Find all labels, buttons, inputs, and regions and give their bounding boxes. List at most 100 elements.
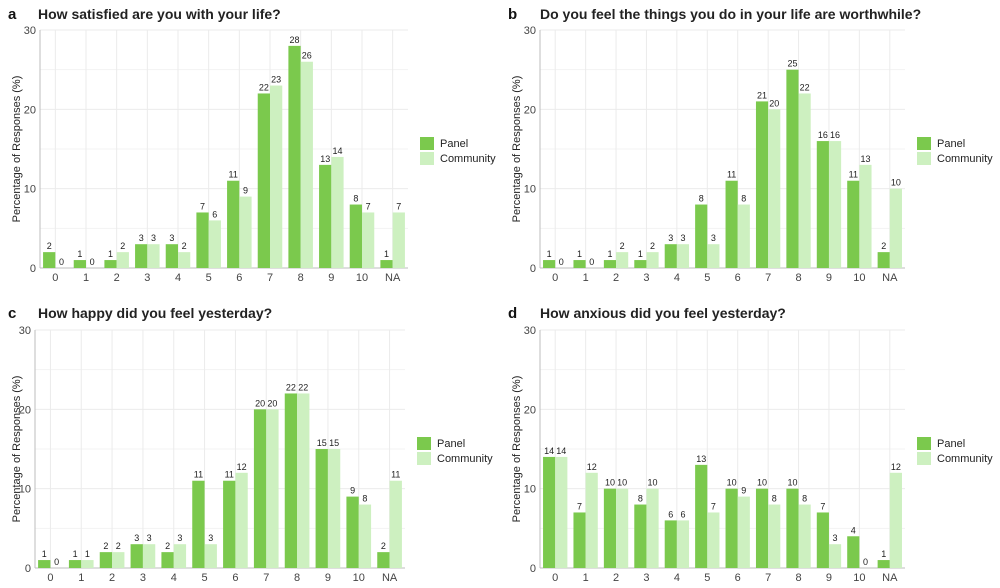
x-tick-label: 4	[175, 272, 181, 284]
legend-label: Community	[440, 153, 496, 165]
panel-bar	[847, 180, 860, 268]
panel-bar	[135, 244, 148, 268]
chart-title: Do you feel the things you do in your li…	[540, 6, 921, 22]
bar-value-label: 10	[605, 478, 615, 488]
x-tick-label: 9	[826, 272, 832, 284]
community-bar	[859, 164, 872, 268]
bar-value-label: 20	[769, 98, 779, 108]
bar-value-label: 6	[680, 509, 685, 519]
bar-value-label: 3	[147, 533, 152, 543]
community-bar	[616, 252, 629, 268]
community-bar	[737, 496, 750, 568]
panel-bar	[634, 504, 647, 568]
bar-value-label: 22	[259, 82, 269, 92]
community-bar	[208, 220, 221, 268]
panel-bar	[543, 260, 556, 268]
panel-bar	[816, 512, 829, 568]
community-bar	[204, 544, 217, 568]
panel-bar	[543, 456, 556, 568]
panel-bar	[99, 552, 113, 568]
bar-value-label: 2	[381, 541, 386, 551]
community-bar	[331, 156, 344, 268]
x-tick-label: 5	[206, 272, 212, 284]
community-bar	[616, 488, 629, 568]
x-tick-label: 9	[826, 572, 832, 584]
panel-letter: c	[8, 305, 16, 322]
bar-value-label: 1	[77, 249, 82, 259]
bar-value-label: 7	[366, 201, 371, 211]
bar-value-label: 6	[668, 509, 673, 519]
bar-value-label: 2	[650, 241, 655, 251]
panel-bar	[847, 536, 860, 568]
bar-value-label: 7	[577, 501, 582, 511]
panel-bar	[877, 252, 890, 268]
community-bar	[676, 244, 690, 268]
bar-value-label: 11	[229, 170, 238, 180]
legend-label: Panel	[937, 138, 965, 150]
panel-bar	[38, 560, 51, 568]
bar-value-label: 25	[787, 59, 797, 69]
bar-value-label: 11	[194, 470, 203, 480]
bar-value-label: 16	[818, 130, 828, 140]
x-tick-label: 1	[583, 572, 589, 584]
panel-bar	[695, 204, 708, 268]
community-bar	[178, 252, 191, 268]
x-tick-label: 3	[140, 572, 146, 584]
bar-value-label: 1	[85, 549, 90, 559]
community-bar	[81, 560, 94, 568]
panel-bar	[664, 244, 677, 268]
x-tick-label: 2	[613, 272, 619, 284]
x-tick-label: 5	[704, 572, 710, 584]
x-tick-label: 6	[232, 572, 238, 584]
panel-bar	[192, 480, 205, 568]
community-bar	[112, 552, 125, 568]
x-tick-label: 10	[853, 572, 865, 584]
community-bar	[239, 196, 252, 268]
bar-value-label: 10	[757, 478, 767, 488]
x-tick-label: NA	[385, 272, 401, 284]
x-tick-label: 6	[735, 272, 741, 284]
bar-value-label: 2	[620, 241, 625, 251]
legend-label: Community	[437, 453, 493, 465]
community-bar	[266, 409, 279, 568]
legend-swatch-community	[917, 452, 931, 465]
bar-value-label: 11	[727, 170, 736, 180]
x-tick-label: 4	[171, 572, 177, 584]
panel-bar	[634, 260, 647, 268]
community-bar	[707, 244, 720, 268]
bar-value-label: 14	[556, 446, 566, 456]
chart-title: How anxious did you feel yesterday?	[540, 305, 786, 321]
bar-value-label: 3	[139, 233, 144, 243]
bar-value-label: 13	[696, 454, 706, 464]
bar-value-label: 4	[851, 525, 856, 535]
bar-value-label: 10	[727, 478, 737, 488]
bar-value-label: 10	[648, 478, 658, 488]
chart-title: How satisfied are you with your life?	[38, 6, 281, 22]
bar-value-label: 9	[243, 186, 248, 196]
x-tick-label: NA	[382, 572, 398, 584]
bar-value-label: 21	[757, 90, 767, 100]
bar-value-label: 8	[772, 494, 777, 504]
x-tick-label: 10	[853, 272, 865, 284]
community-bar	[173, 544, 187, 568]
community-bar	[768, 504, 781, 568]
x-tick-label: 0	[52, 272, 58, 284]
x-tick-label: 8	[294, 572, 300, 584]
bar-value-label: 7	[820, 501, 825, 511]
panel-bar	[755, 101, 769, 269]
bar-value-label: 0	[589, 257, 594, 267]
panel-bar	[288, 45, 301, 268]
panel-bar	[573, 512, 586, 568]
panel-bar	[603, 260, 617, 268]
panel-letter: a	[8, 6, 17, 23]
panel-bar	[104, 260, 117, 268]
bar-value-label: 3	[169, 233, 174, 243]
y-axis-label: Percentage of Responses (%)	[511, 76, 523, 223]
community-bar	[798, 504, 811, 568]
y-tick-label: 20	[19, 404, 31, 416]
panel-bar	[725, 180, 738, 268]
bar-value-label: 0	[54, 557, 59, 567]
legend-swatch-panel	[420, 137, 434, 150]
community-bar	[392, 212, 405, 268]
bar-value-label: 8	[362, 494, 367, 504]
